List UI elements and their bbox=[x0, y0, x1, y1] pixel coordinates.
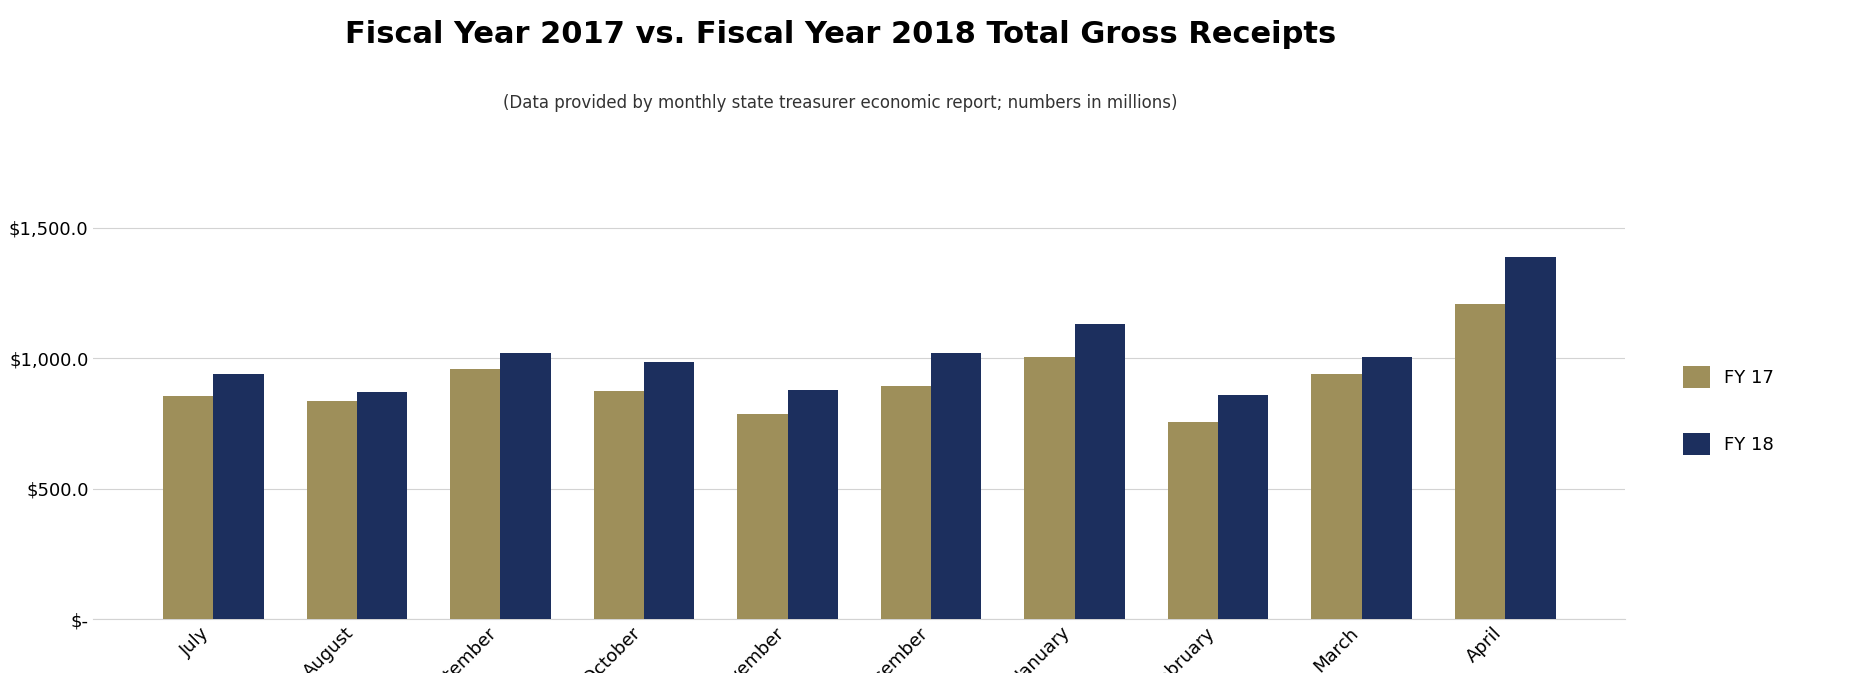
Bar bbox=[1168, 422, 1218, 619]
Bar bbox=[1024, 357, 1074, 619]
Bar bbox=[1455, 304, 1506, 619]
Bar bbox=[1506, 256, 1556, 619]
Bar bbox=[357, 392, 407, 619]
Bar bbox=[1218, 395, 1268, 619]
Bar bbox=[1362, 357, 1412, 619]
Bar bbox=[882, 386, 930, 619]
Text: (Data provided by monthly state treasurer economic report; numbers in millions): (Data provided by monthly state treasure… bbox=[502, 94, 1179, 112]
Bar bbox=[738, 415, 788, 619]
Bar bbox=[644, 362, 695, 619]
Bar bbox=[306, 401, 357, 619]
Text: Fiscal Year 2017 vs. Fiscal Year 2018 Total Gross Receipts: Fiscal Year 2017 vs. Fiscal Year 2018 To… bbox=[346, 20, 1336, 49]
Bar bbox=[213, 374, 263, 619]
Legend: FY 17, FY 18: FY 17, FY 18 bbox=[1664, 348, 1791, 473]
Bar bbox=[1074, 324, 1125, 619]
Bar bbox=[930, 353, 981, 619]
Bar bbox=[788, 390, 837, 619]
Bar bbox=[501, 353, 551, 619]
Bar bbox=[450, 369, 501, 619]
Bar bbox=[163, 396, 213, 619]
Bar bbox=[1311, 374, 1362, 619]
Bar bbox=[594, 391, 644, 619]
